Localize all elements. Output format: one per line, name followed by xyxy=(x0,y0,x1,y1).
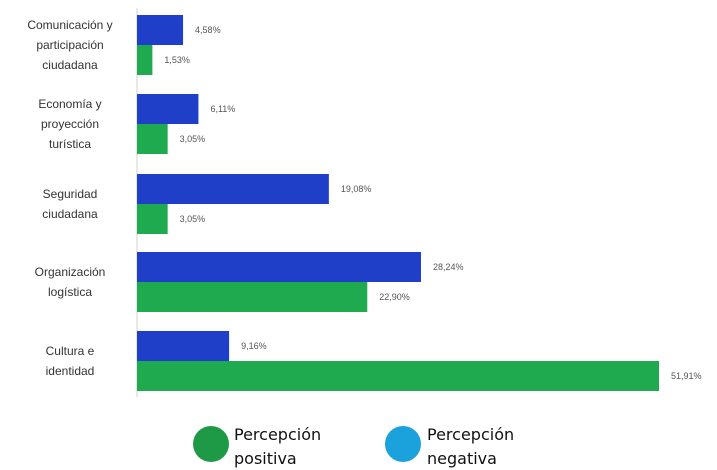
bar-percepcion-negativa xyxy=(137,15,184,45)
legend-label: Percepción negativa xyxy=(427,425,514,468)
data-label: 22,90% xyxy=(379,292,410,302)
bar-percepcion-positiva xyxy=(137,282,368,312)
category-label: Organización logística xyxy=(35,265,106,299)
category-label: Seguridad ciudadana xyxy=(42,187,98,221)
bar-percepcion-positiva xyxy=(137,361,659,391)
bar-percepcion-negativa xyxy=(137,174,329,204)
legend-marker xyxy=(193,426,229,462)
bar-percepcion-negativa xyxy=(137,252,421,282)
category-label: Economía y proyección turística xyxy=(38,97,101,151)
category-label: Comunicación y participación ciudadana xyxy=(27,18,112,72)
legend-label: Percepción positiva xyxy=(234,425,321,468)
data-label: 19,08% xyxy=(341,184,372,194)
data-label: 6,11% xyxy=(210,104,235,114)
category-label: Cultura e identidad xyxy=(46,344,95,378)
data-label: 4,58% xyxy=(195,25,221,35)
data-label: 51,91% xyxy=(671,371,702,381)
data-label: 28,24% xyxy=(433,262,464,272)
legend-marker xyxy=(385,426,421,462)
data-label: 3,05% xyxy=(180,134,206,144)
data-label: 1,53% xyxy=(164,55,190,65)
bar-percepcion-positiva xyxy=(137,204,168,234)
bar-percepcion-positiva xyxy=(137,45,153,75)
bar-percepcion-positiva xyxy=(137,124,168,154)
bar-percepcion-negativa xyxy=(137,94,199,124)
bar-percepcion-negativa xyxy=(137,331,230,361)
data-label: 3,05% xyxy=(180,214,206,224)
data-label: 9,16% xyxy=(241,341,267,351)
